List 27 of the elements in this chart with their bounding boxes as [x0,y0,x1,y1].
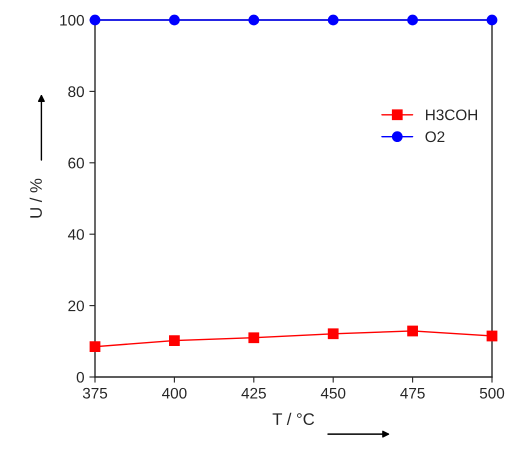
point [407,14,418,26]
x-tick-label: 475 [400,388,425,399]
point [248,14,260,26]
y-axis-title: U / % [30,178,42,218]
point [407,326,418,336]
point [90,341,100,352]
y-tick-label: 100 [60,14,84,26]
x-tick-label: 425 [241,388,266,399]
x-axis-title: T / °C [272,412,314,426]
x-tick-label: 450 [320,388,346,399]
point [169,14,180,26]
y-tick-label: 20 [68,300,84,312]
x-tick-label: 500 [480,388,504,399]
x-tick-label: 400 [162,388,187,399]
point [486,330,498,342]
point [328,14,339,26]
y-tick-label: 80 [68,86,84,98]
x-tick-label: 375 [82,388,108,399]
legend-label: O2 [425,131,444,142]
point [486,14,498,26]
legend-label: H3COH [426,109,478,120]
point [169,335,180,346]
y-tick-label: 0 [76,372,84,383]
point [328,328,339,340]
point [248,332,260,344]
y-tick-label: 60 [68,158,84,168]
y-tick-label: 40 [68,229,84,240]
